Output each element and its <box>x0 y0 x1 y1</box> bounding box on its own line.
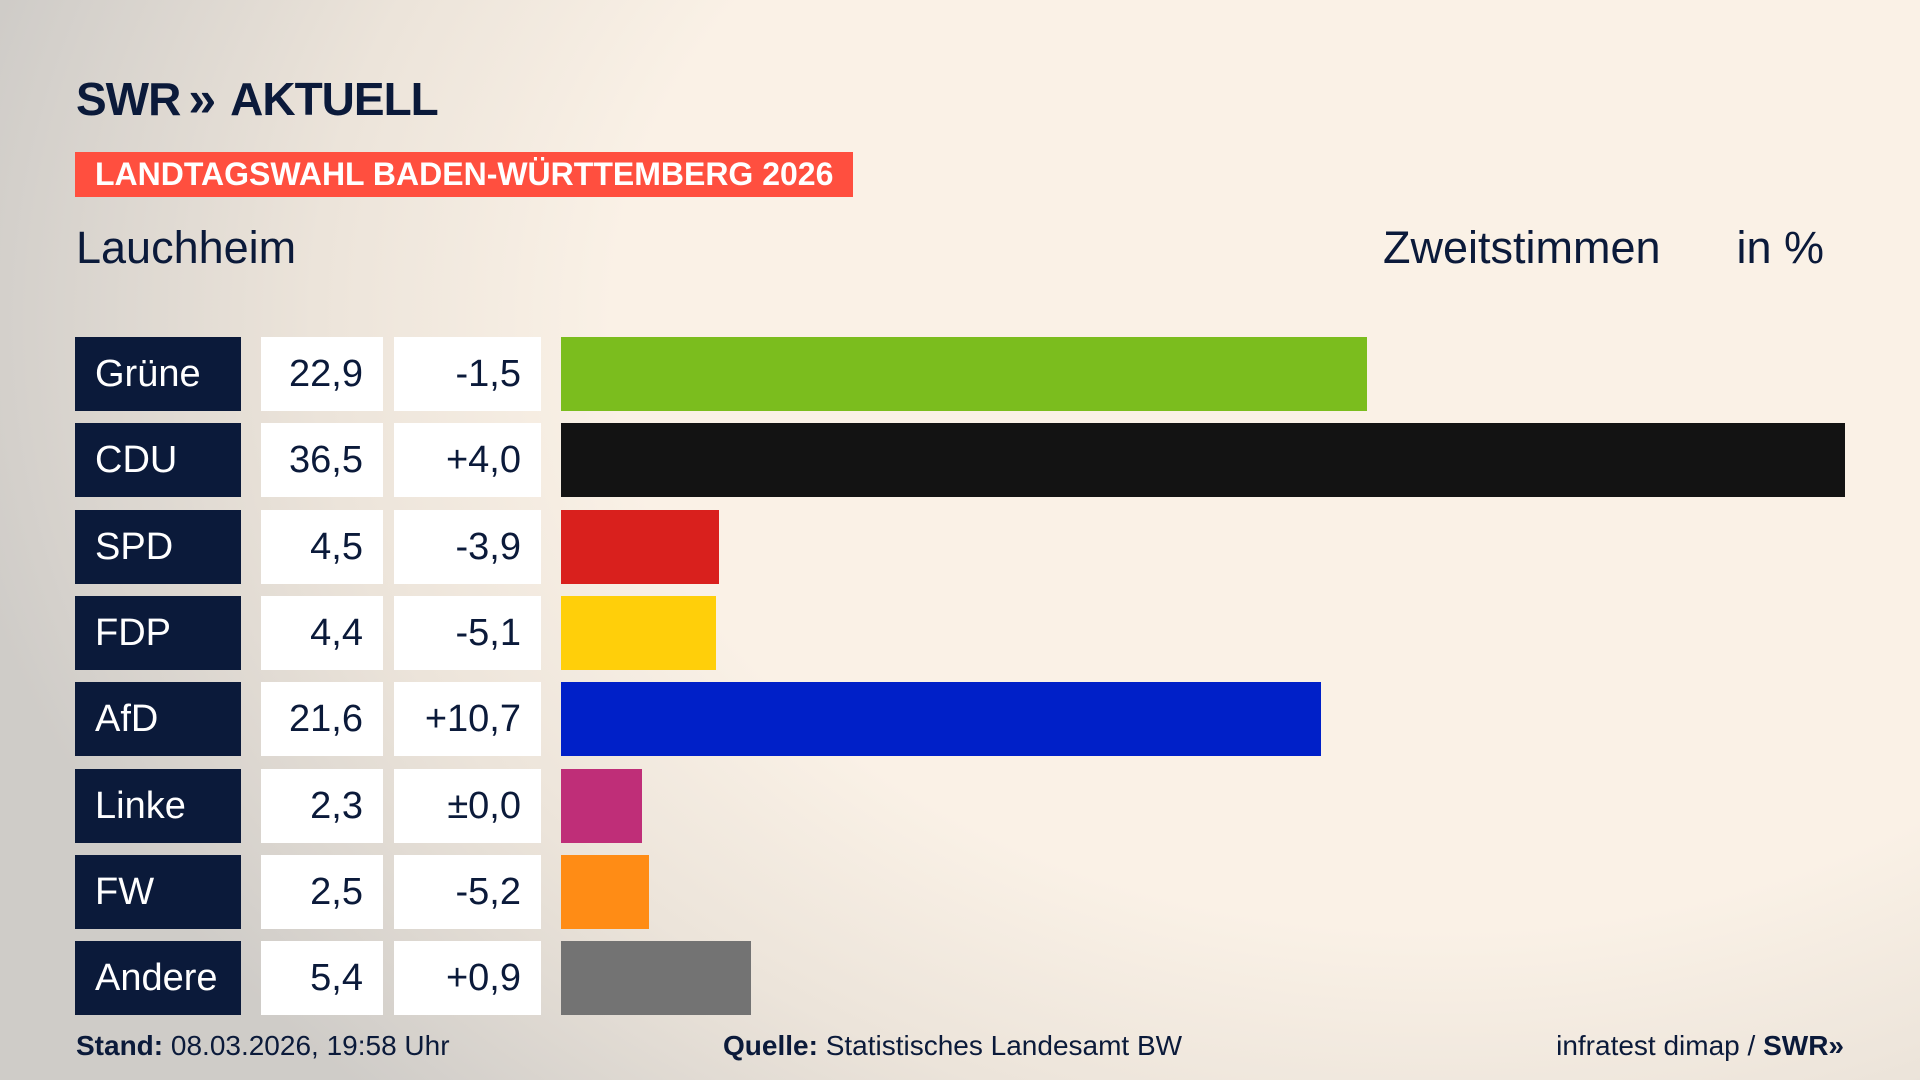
bar <box>561 941 751 1016</box>
bar <box>561 854 649 929</box>
election-banner: LANDTAGSWAHL BADEN-WÜRTTEMBERG 2026 <box>75 152 854 197</box>
swr-aktuell-logo: SWR» AKTUELL <box>76 70 439 128</box>
bar <box>561 595 716 670</box>
source-value: Statistisches Landesamt BW <box>825 1030 1183 1061</box>
chevron-icon: » <box>188 71 216 127</box>
diff-label: -1,5 <box>394 337 541 411</box>
vote-type: Zweitstimmen <box>1383 222 1661 273</box>
value-label: 4,4 <box>261 595 383 670</box>
party-label: AfD <box>75 682 241 757</box>
party-label: FDP <box>75 595 241 670</box>
unit-label: in % <box>1736 222 1824 273</box>
value-label: 21,6 <box>261 682 383 757</box>
value-label: 5,4 <box>261 941 383 1016</box>
place-title: Lauchheim <box>76 222 297 273</box>
value-label: 4,5 <box>261 509 383 584</box>
party-label: Andere <box>75 941 241 1016</box>
value-label: 2,3 <box>261 768 383 843</box>
stand-value: 08.03.2026, 19:58 Uhr <box>170 1030 450 1061</box>
diff-label: +0,9 <box>394 941 541 1016</box>
source: Quelle: Statistisches Landesamt BW <box>723 1030 1182 1062</box>
bar <box>561 509 720 584</box>
credit: infratest dimap / SWR» <box>1556 1030 1844 1062</box>
bar <box>561 682 1321 757</box>
party-label: FW <box>75 854 241 929</box>
value-label: 22,9 <box>261 337 383 411</box>
party-label: Grüne <box>75 337 241 411</box>
bar <box>561 768 642 843</box>
value-label: 2,5 <box>261 854 383 929</box>
chevron-icon: » <box>1828 1030 1844 1061</box>
diff-label: ±0,0 <box>394 768 541 843</box>
logo-aktuell: AKTUELL <box>230 73 439 125</box>
stand-label: Stand: <box>76 1030 164 1061</box>
timestamp: Stand: 08.03.2026, 19:58 Uhr <box>76 1030 450 1062</box>
diff-label: +4,0 <box>394 423 541 498</box>
diff-label: +10,7 <box>394 682 541 757</box>
diff-label: -5,1 <box>394 595 541 670</box>
credit-swr-logo: SWR <box>1763 1030 1829 1061</box>
bar <box>561 423 1845 498</box>
diff-label: -3,9 <box>394 509 541 584</box>
bar <box>561 337 1367 411</box>
credit-text: infratest dimap / <box>1556 1030 1756 1061</box>
value-label: 36,5 <box>261 423 383 498</box>
party-label: CDU <box>75 423 241 498</box>
diff-label: -5,2 <box>394 854 541 929</box>
logo-swr: SWR <box>76 73 181 125</box>
party-label: Linke <box>75 768 241 843</box>
party-label: SPD <box>75 509 241 584</box>
source-label: Quelle: <box>723 1030 818 1061</box>
